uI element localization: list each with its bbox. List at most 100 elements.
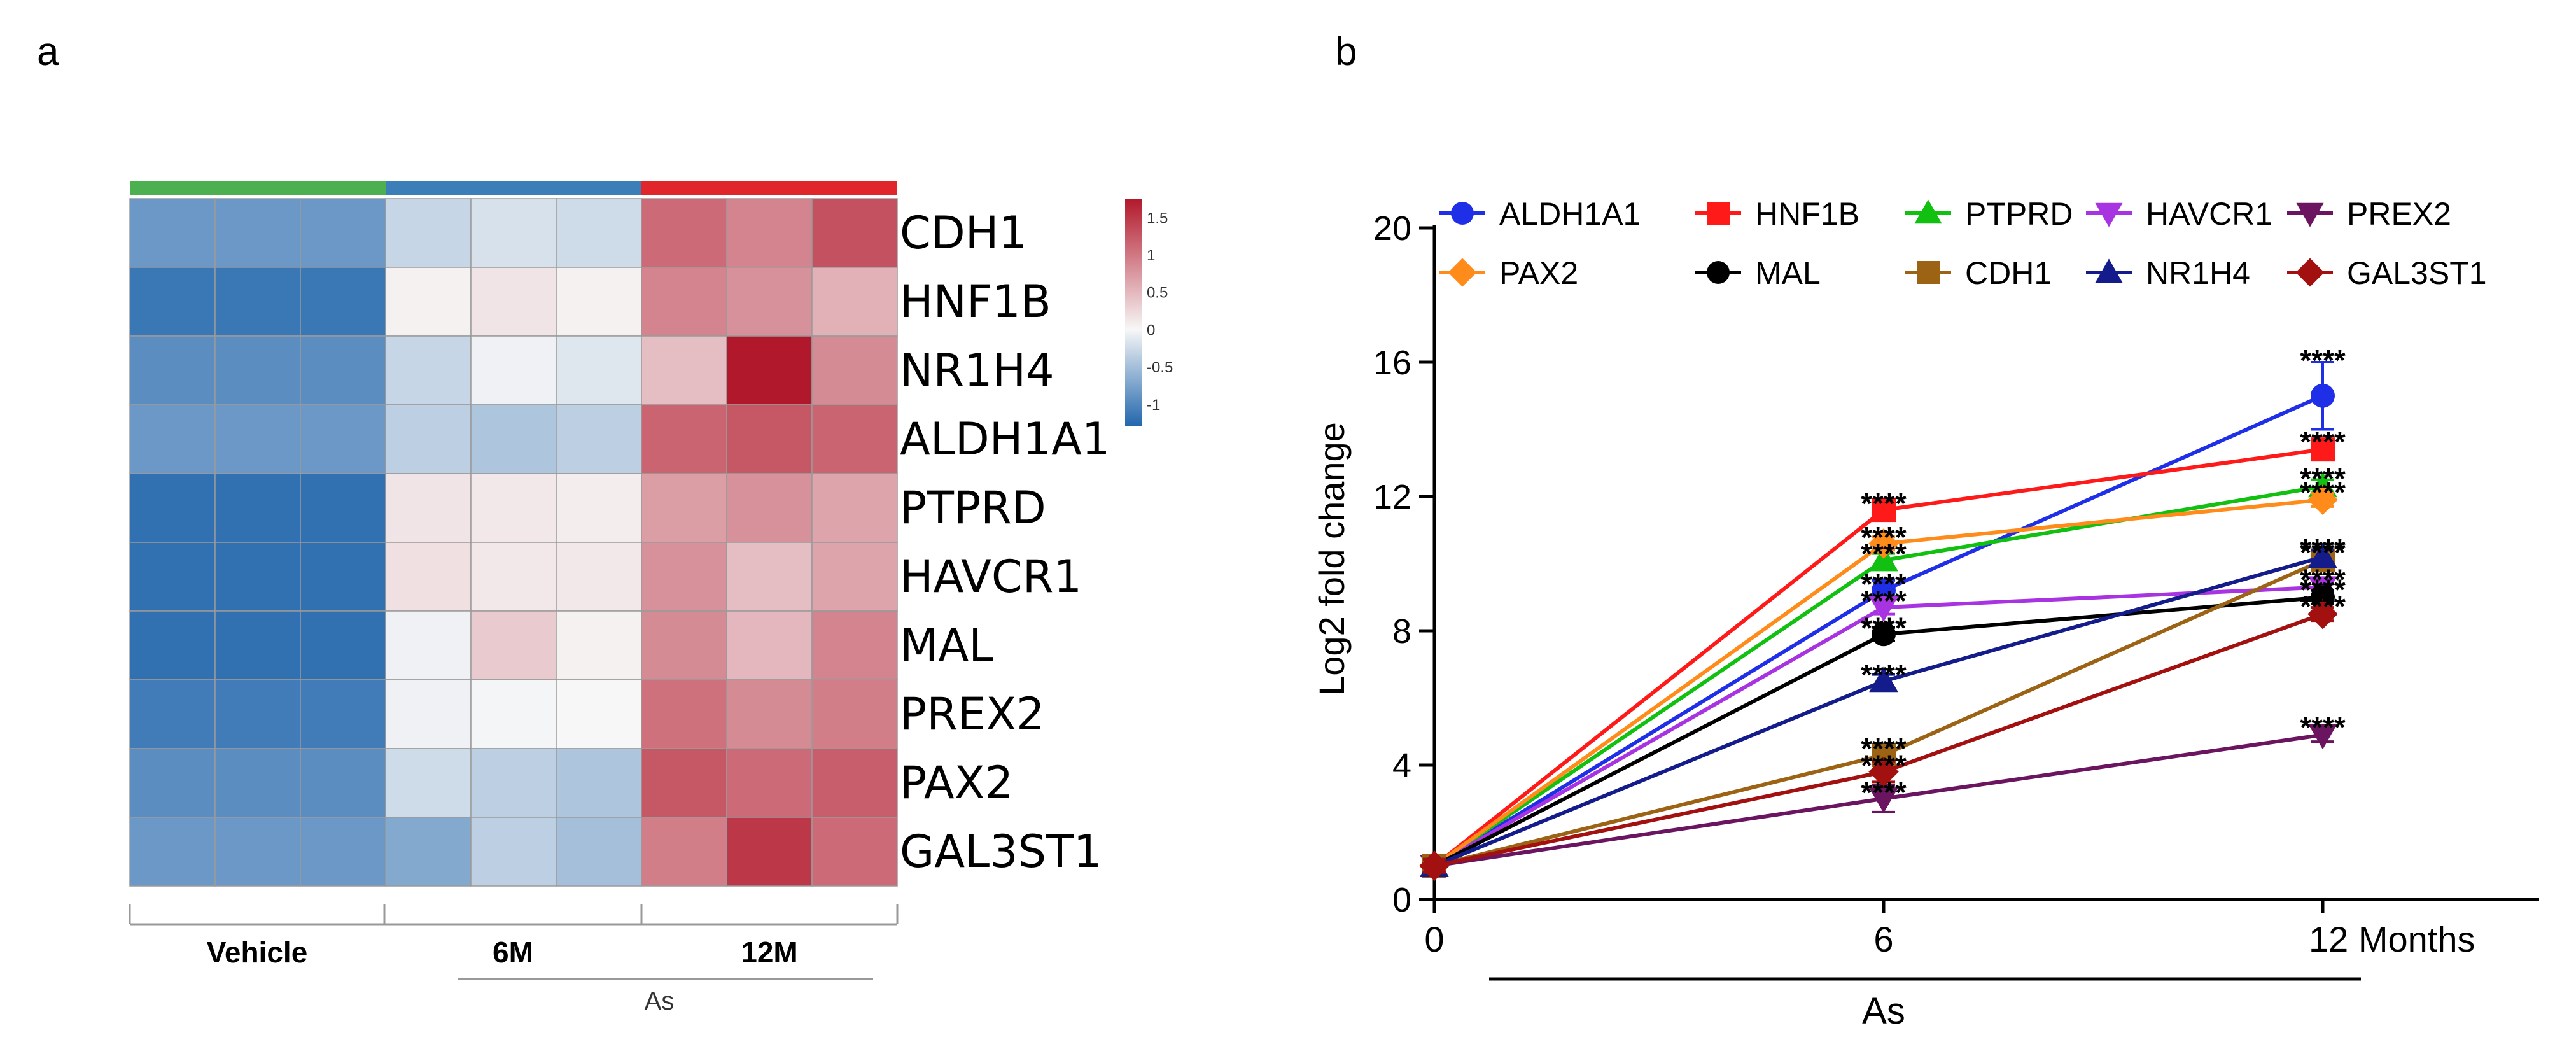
heatmap-cell [641, 473, 727, 543]
y-tick-label: 0 [1392, 881, 1411, 919]
heatmap-cells [129, 198, 898, 887]
legend-marker [1917, 261, 1940, 284]
legend-marker [2095, 258, 2123, 283]
significance-mark: **** [1861, 568, 1907, 601]
heatmap-cell [385, 267, 472, 337]
legend-item: ALDH1A1 [1439, 196, 1641, 232]
data-point [2307, 484, 2338, 516]
significance-mark: **** [1861, 521, 1907, 554]
significance-mark: **** [2300, 425, 2346, 458]
data-point [1419, 850, 1450, 881]
panel-a: a CDH1 HNF1B NR1H4 ALDH1A1 PTPRD HAVCR1 MAL PRE… [37, 30, 1173, 1015]
line-chart-legend: ALDH1A1 HNF1B PTPRD HAVCR1 PREX2 PAX2 MAL CDH1 N… [1439, 196, 2487, 291]
significance-mark: **** [2300, 475, 2346, 509]
heatmap-cell [726, 404, 813, 474]
heatmap-cell [300, 473, 386, 543]
heatmap-cell [300, 748, 386, 818]
legend-marker [2095, 202, 2123, 227]
heatmap-group-labels: Vehicle 6M 12M [207, 936, 798, 969]
heatmap-cell [641, 610, 727, 680]
data-point [2308, 472, 2337, 498]
legend-label: GAL3ST1 [2347, 255, 2487, 291]
heatmap-cell [641, 679, 727, 749]
data-point [2311, 437, 2335, 462]
y-axis-label: Log2 fold change [1312, 422, 1352, 696]
legend-item: PTPRD [1905, 196, 2073, 232]
significance-mark: **** [2300, 533, 2346, 566]
legend-label: HNF1B [1755, 196, 1859, 232]
heatmap-group-bracket [129, 904, 899, 980]
heatmap-cell [641, 748, 727, 818]
panel-a-label: a [37, 30, 59, 74]
significance-mark: **** [1861, 776, 1907, 809]
data-point [2308, 724, 2337, 750]
heatmap-cell [470, 198, 557, 268]
significance-mark: **** [1861, 487, 1907, 520]
data-point [1869, 666, 1898, 693]
heatmap-cell [214, 335, 301, 405]
heatmap-cell [556, 198, 642, 268]
data-point [1869, 596, 1898, 622]
heatmap-cell [214, 817, 301, 887]
significance-mark: **** [2300, 563, 2346, 596]
heatmap-cell [385, 817, 472, 887]
panel-b-label: b [1335, 30, 1357, 74]
significance-mark: **** [1861, 611, 1907, 644]
heatmap-row-label: GAL3ST1 [900, 826, 1102, 878]
x-tick-label: 6 [1873, 919, 1893, 959]
heatmap-color-scale: 1.5 1 0.5 0 -0.5 -1 [1125, 199, 1173, 426]
colorbar-tick-label: 0.5 [1147, 285, 1168, 302]
data-point [1872, 622, 1896, 647]
legend-item: HNF1B [1695, 196, 1859, 232]
heatmap-cell [556, 679, 642, 749]
heatmap-cell [811, 679, 898, 749]
heatmap-cell [129, 335, 216, 405]
heatmap-cell [300, 817, 386, 887]
colorbar-tick-label: 1.5 [1147, 209, 1168, 227]
legend-item: MAL [1695, 255, 1821, 291]
heatmap-row-label: PREX2 [900, 688, 1045, 740]
y-tick-label: 16 [1373, 344, 1411, 382]
heatmap-cell [726, 610, 813, 680]
heatmap-cell [470, 748, 557, 818]
legend-label: PAX2 [1499, 255, 1578, 291]
heatmap-cell [726, 198, 813, 268]
heatmap-cell [129, 679, 216, 749]
significance-mark: **** [2300, 344, 2346, 377]
heatmap-cell [300, 610, 386, 680]
series-gal3st1 [1419, 598, 2338, 881]
heatmap-row-label: PTPRD [900, 482, 1046, 534]
colorbar-ticks: 1.5 1 0.5 0 -0.5 -1 [1147, 209, 1173, 413]
heatmap-cell [470, 404, 557, 474]
legend-item: CDH1 [1905, 255, 2052, 291]
heatmap-cell [641, 404, 727, 474]
heatmap-cell [556, 542, 642, 612]
colorbar-tick-label: -1 [1147, 397, 1160, 414]
heatmap-cell [556, 610, 642, 680]
heatmap-cell [811, 198, 898, 268]
heatmap-cell [300, 267, 386, 337]
legend-marker [1451, 202, 1474, 225]
legend-marker [2296, 202, 2324, 227]
heatmap-cell [385, 473, 472, 543]
group-bar-segment [641, 181, 897, 195]
legend-label: CDH1 [1965, 255, 2052, 291]
heatmap-colorbar [1125, 199, 1142, 426]
y-tick-label: 4 [1392, 747, 1411, 785]
legend-marker [1914, 199, 1942, 224]
significance-mark: **** [1861, 732, 1907, 765]
colorbar-tick-label: -0.5 [1147, 359, 1173, 376]
data-point [1868, 756, 1899, 787]
heatmap-cell [641, 198, 727, 268]
heatmap-cell [385, 335, 472, 405]
significance-mark: **** [1861, 584, 1907, 617]
legend-marker [1448, 258, 1477, 287]
heatmap-cell [470, 817, 557, 887]
heatmap-cell [556, 267, 642, 337]
heatmap-cell [556, 748, 642, 818]
heatmap-cell [214, 404, 301, 474]
legend-item: HAVCR1 [2086, 196, 2272, 232]
heatmap-cell [811, 335, 898, 405]
heatmap-cell [811, 542, 898, 612]
